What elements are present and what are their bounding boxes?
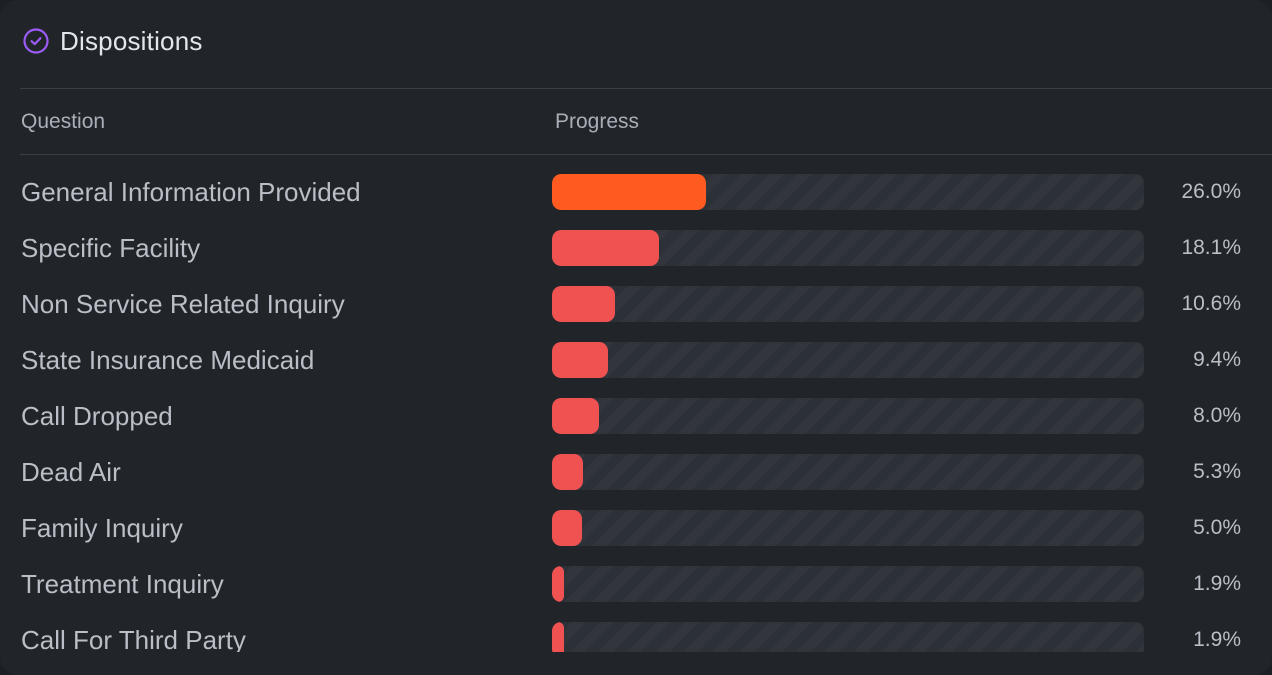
- question-label: Specific Facility: [21, 233, 201, 263]
- progress-fill: [552, 566, 564, 602]
- progress-track: [552, 454, 1144, 490]
- table-row: State Insurance Medicaid 9.4%: [0, 324, 1272, 380]
- percent-value: 26.0%: [1181, 180, 1241, 203]
- progress-track: [552, 566, 1144, 602]
- progress-fill: [552, 454, 583, 490]
- progress-track: [552, 286, 1144, 322]
- table-row: Dead Air 5.3%: [0, 436, 1272, 492]
- progress-track: [552, 622, 1144, 652]
- table-row: Non Service Related Inquiry 10.6%: [0, 268, 1272, 324]
- progress-track: [552, 398, 1144, 434]
- table-row: Specific Facility 18.1%: [0, 212, 1272, 268]
- column-header-question[interactable]: Question: [21, 110, 106, 133]
- question-label: Call For Third Party: [21, 625, 246, 652]
- progress-track: [552, 510, 1144, 546]
- table-row: Family Inquiry 5.0%: [0, 492, 1272, 548]
- percent-value: 9.4%: [1193, 348, 1241, 371]
- question-label: Non Service Related Inquiry: [21, 289, 345, 319]
- progress-fill: [552, 510, 582, 546]
- question-label: General Information Provided: [21, 177, 361, 207]
- percent-value: 5.3%: [1193, 460, 1241, 483]
- column-header-progress[interactable]: Progress: [555, 110, 640, 133]
- header-divider: [20, 88, 1272, 89]
- progress-fill: [552, 398, 599, 434]
- question-label: State Insurance Medicaid: [21, 345, 315, 375]
- progress-fill: [552, 622, 564, 652]
- progress-fill: [552, 174, 706, 210]
- column-header-divider: [20, 154, 1272, 155]
- percent-value: 1.9%: [1193, 628, 1241, 651]
- progress-fill: [552, 230, 659, 266]
- percent-value: 10.6%: [1181, 292, 1241, 315]
- question-label: Dead Air: [21, 457, 121, 487]
- percent-value: 18.1%: [1181, 236, 1241, 259]
- table-row: General Information Provided 26.0%: [0, 156, 1272, 212]
- table-row: Call Dropped 8.0%: [0, 380, 1272, 436]
- progress-track: [552, 174, 1144, 210]
- percent-value: 5.0%: [1193, 516, 1241, 539]
- progress-fill: [552, 286, 615, 322]
- progress-fill: [552, 342, 608, 378]
- table-row: Treatment Inquiry 1.9%: [0, 548, 1272, 604]
- question-label: Family Inquiry: [21, 513, 183, 543]
- percent-value: 1.9%: [1193, 572, 1241, 595]
- table-row: Call For Third Party 1.9%: [0, 604, 1272, 652]
- panel-title: Dispositions: [60, 25, 203, 56]
- percent-value: 8.0%: [1193, 404, 1241, 427]
- panel-header: Dispositions: [22, 24, 203, 58]
- progress-track: [552, 230, 1144, 266]
- question-label: Treatment Inquiry: [21, 569, 224, 599]
- check-circle-icon: [22, 27, 50, 55]
- progress-track: [552, 342, 1144, 378]
- disposition-list: General Information Provided 26.0% Speci…: [0, 156, 1272, 652]
- question-label: Call Dropped: [21, 401, 173, 431]
